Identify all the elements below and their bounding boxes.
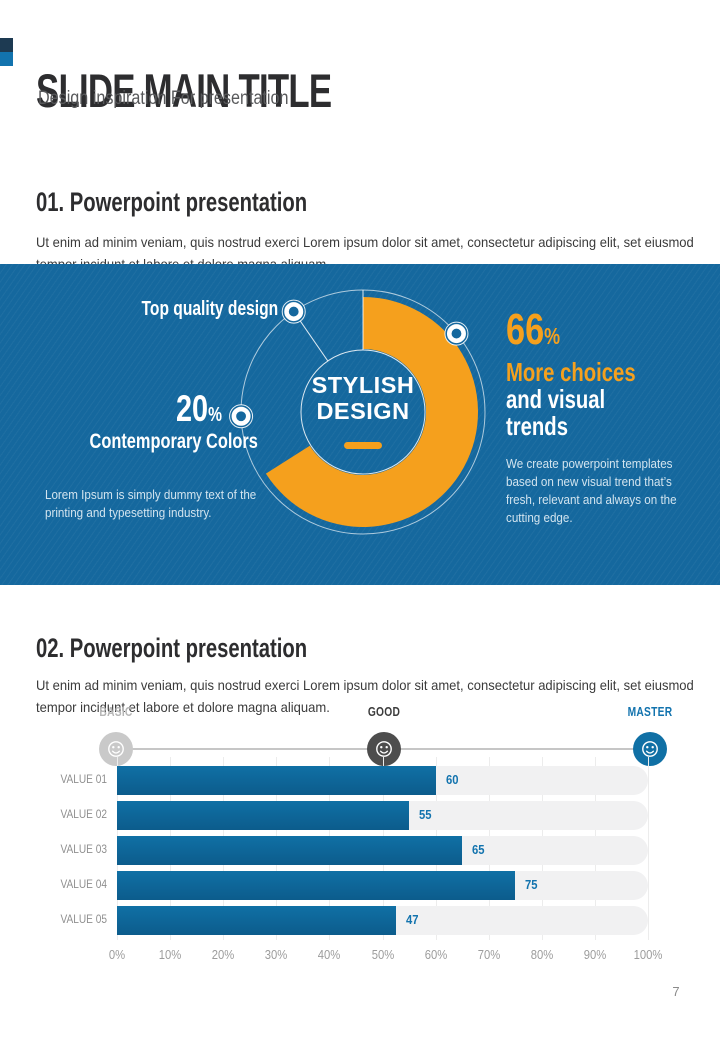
milestone-label: MASTER bbox=[627, 705, 673, 719]
page-number: 7 bbox=[672, 984, 680, 999]
donut-chart bbox=[229, 289, 486, 535]
bar-track: 60 bbox=[117, 766, 648, 795]
stat-66-value: 66 bbox=[506, 305, 545, 354]
orange-dash bbox=[344, 442, 382, 449]
bar-track: 47 bbox=[117, 906, 648, 935]
header-accent-square-dark bbox=[0, 38, 13, 52]
page-title: SLIDE MAIN TITLE bbox=[36, 64, 332, 118]
donut-marker-ring-icon bbox=[446, 324, 466, 344]
callout-20-unit: % bbox=[208, 404, 222, 426]
bar-fill bbox=[117, 906, 396, 935]
milestone-master: MASTER bbox=[590, 705, 710, 767]
bar-fill bbox=[117, 801, 410, 830]
milestone-good: GOOD bbox=[324, 705, 444, 767]
callout-20-percent: 20% bbox=[62, 388, 222, 430]
callout-top-quality: Top quality design bbox=[60, 298, 278, 321]
bar-track: 75 bbox=[117, 871, 648, 900]
callout-top-quality-label: Top quality design bbox=[141, 298, 278, 320]
milestone-circle bbox=[633, 732, 667, 766]
feature-banner: STYLISH DESIGN Top quality design 20% Co… bbox=[0, 264, 720, 585]
bar-category-label: VALUE 05 bbox=[60, 914, 107, 926]
donut-marker-ring-icon bbox=[231, 406, 251, 426]
bar-value-label: 47 bbox=[405, 913, 419, 927]
smiley-face-icon bbox=[367, 732, 401, 766]
bar-value-label: 60 bbox=[445, 773, 459, 787]
callout-contemporary-colors: Contemporary Colors bbox=[89, 430, 258, 453]
x-axis-tick-label: 40% bbox=[318, 948, 341, 962]
bar-category-label: VALUE 04 bbox=[60, 879, 107, 891]
bar-value-label: 55 bbox=[419, 808, 432, 822]
bar-value-label: 75 bbox=[525, 878, 538, 892]
donut-center-line2: DESIGN bbox=[316, 398, 410, 424]
donut-segment-66 bbox=[265, 297, 478, 527]
banner-right-block: 66% More choices and visual trends We cr… bbox=[506, 308, 696, 528]
smiley-face-icon bbox=[99, 732, 133, 766]
banner-right-line3: trends bbox=[506, 411, 568, 441]
bar-fill bbox=[117, 871, 516, 900]
bar-value-label: 65 bbox=[472, 843, 485, 857]
donut-center-line1: STYLISH bbox=[311, 372, 415, 398]
banner-right-note: We create powerpoint templates based on … bbox=[506, 457, 677, 526]
page-subtitle: Design inspiration For presentation bbox=[38, 88, 289, 109]
x-axis-tick-label: 50% bbox=[371, 948, 394, 962]
x-axis-tick-label: 0% bbox=[108, 948, 126, 962]
bar-fill bbox=[117, 836, 463, 865]
grid-line bbox=[648, 757, 649, 940]
x-axis-tick-label: 80% bbox=[530, 948, 554, 962]
section-2-body: Ut enim ad minim veniam, quis nostrud ex… bbox=[36, 677, 694, 715]
bar-category-label: VALUE 02 bbox=[60, 809, 107, 821]
x-axis-tick-label: 60% bbox=[424, 948, 447, 962]
milestone-label: BASIC bbox=[99, 705, 133, 719]
milestone-circle bbox=[367, 732, 401, 766]
stat-66-unit: % bbox=[544, 323, 561, 349]
banner-left-note: Lorem Ipsum is simply dummy text of the … bbox=[45, 488, 257, 521]
banner-right-line1: More choices bbox=[506, 357, 636, 387]
bar-category-label: VALUE 01 bbox=[60, 774, 107, 786]
section-1-heading: 01. Powerpoint presentation bbox=[36, 187, 308, 218]
x-axis-tick-label: 20% bbox=[211, 948, 235, 962]
x-axis-tick-label: 70% bbox=[477, 948, 500, 962]
donut-marker-ring-icon bbox=[284, 302, 304, 322]
milestone-circle bbox=[99, 732, 133, 766]
milestone-label: GOOD bbox=[367, 705, 401, 719]
x-axis-tick-label: 90% bbox=[583, 948, 607, 962]
bar-track: 65 bbox=[117, 836, 648, 865]
banner-right-line2: and visual bbox=[506, 384, 606, 414]
stat-66-percent: 66% bbox=[506, 308, 696, 352]
section-2-heading: 02. Powerpoint presentation bbox=[36, 633, 308, 664]
header-accent-square-blue bbox=[0, 52, 13, 66]
bar-track: 55 bbox=[117, 801, 648, 830]
donut-center-label: STYLISH DESIGN bbox=[288, 372, 438, 449]
x-axis-tick-label: 100% bbox=[633, 948, 663, 962]
callout-20-value: 20 bbox=[176, 388, 209, 429]
milestone-basic: BASIC bbox=[56, 705, 176, 767]
smiley-face-icon bbox=[633, 732, 667, 766]
bar-category-label: VALUE 03 bbox=[60, 844, 107, 856]
x-axis-tick-label: 10% bbox=[158, 948, 182, 962]
bar-fill bbox=[117, 766, 436, 795]
x-axis-tick-label: 30% bbox=[265, 948, 288, 962]
